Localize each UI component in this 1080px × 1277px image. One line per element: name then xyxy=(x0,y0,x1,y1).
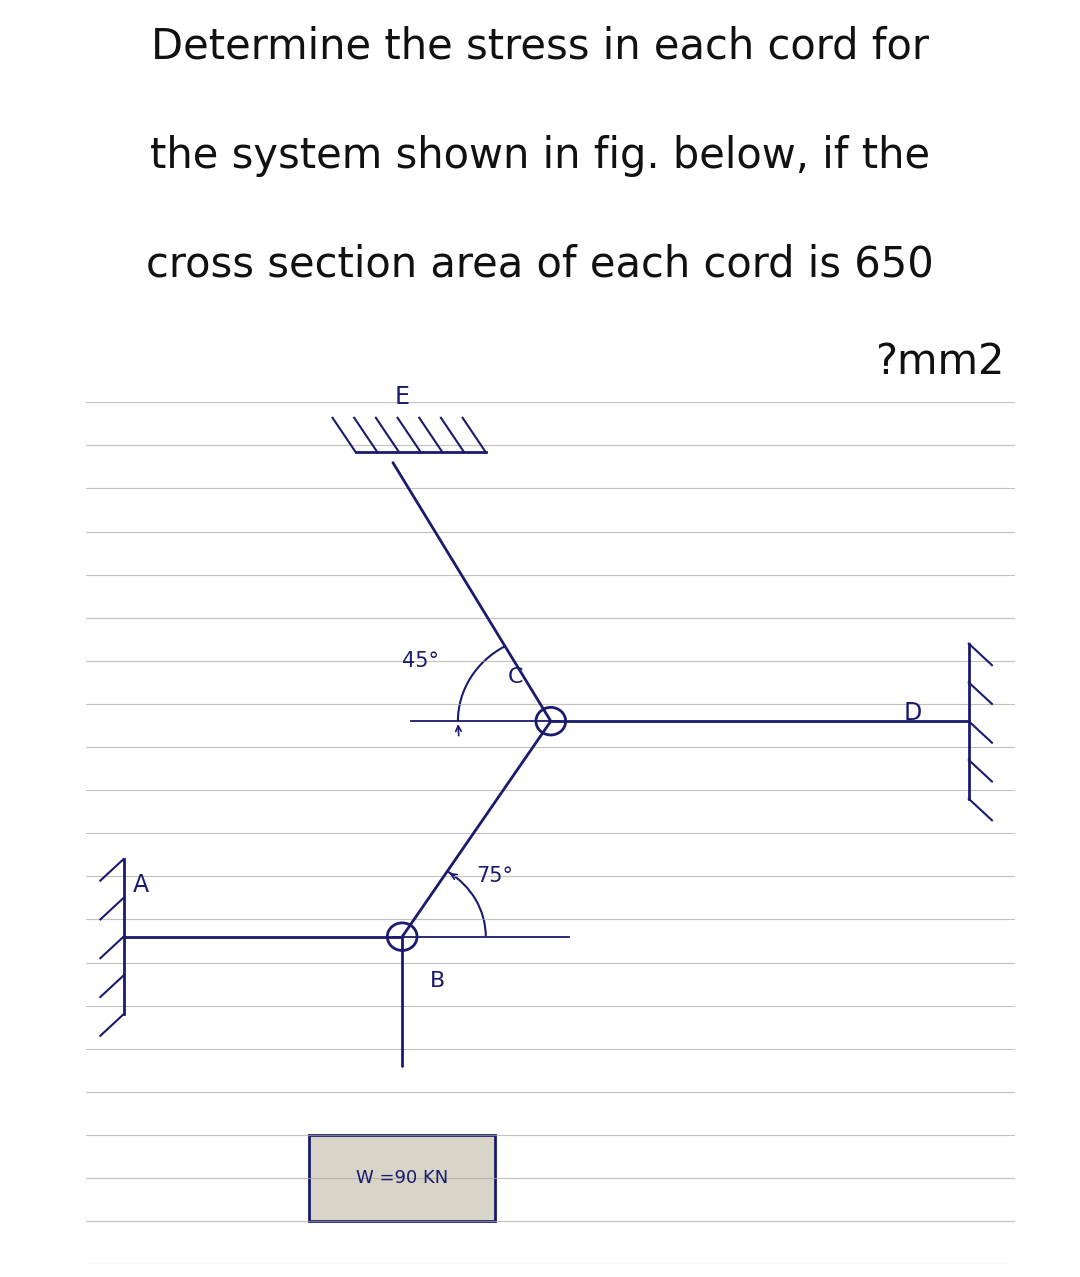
Text: A: A xyxy=(133,873,149,896)
Text: B: B xyxy=(430,971,445,991)
Text: the system shown in fig. below, if the: the system shown in fig. below, if the xyxy=(150,135,930,176)
Text: 45°: 45° xyxy=(402,651,440,670)
Text: Determine the stress in each cord for: Determine the stress in each cord for xyxy=(151,26,929,68)
FancyBboxPatch shape xyxy=(309,1135,495,1221)
Text: C: C xyxy=(508,667,523,687)
Text: ?mm2: ?mm2 xyxy=(875,341,1004,383)
Text: E: E xyxy=(394,386,409,409)
Text: W =90 KN: W =90 KN xyxy=(356,1168,448,1188)
Text: D: D xyxy=(904,701,922,724)
Text: cross section area of each cord is 650: cross section area of each cord is 650 xyxy=(146,244,934,286)
Text: 75°: 75° xyxy=(476,866,514,886)
